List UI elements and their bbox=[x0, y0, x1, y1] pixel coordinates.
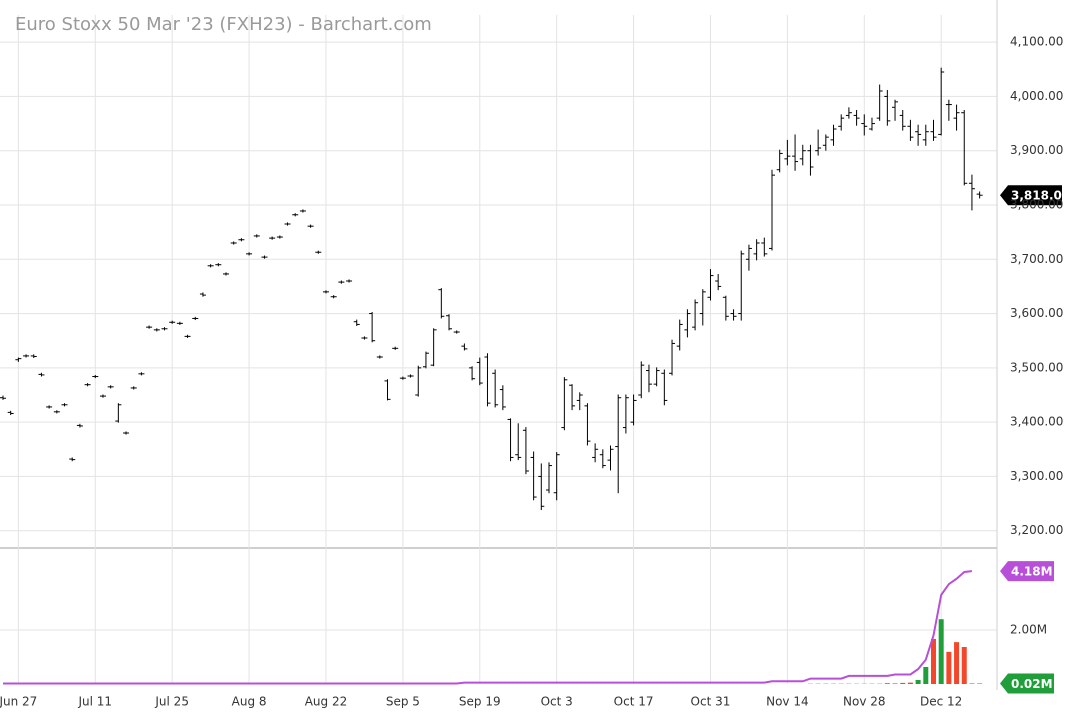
y-tick-label: 3,200.00 bbox=[1010, 523, 1063, 537]
volume-bar bbox=[900, 682, 906, 684]
x-tick-label: Jul 11 bbox=[77, 695, 112, 709]
x-tick-label: Sep 19 bbox=[459, 695, 501, 709]
x-tick-label: Jul 25 bbox=[154, 695, 189, 709]
y-tick-label: 3,600.00 bbox=[1010, 306, 1063, 320]
chart-title: Euro Stoxx 50 Mar '23 (FXH23) - Barchart… bbox=[15, 14, 432, 35]
volume-bar bbox=[892, 683, 898, 684]
x-tick-label: Jun 27 bbox=[0, 695, 37, 709]
x-tick-label: Nov 14 bbox=[766, 695, 809, 709]
tag-label: 3,818.00 bbox=[1011, 189, 1070, 203]
y-tick-label: 4,000.00 bbox=[1010, 89, 1063, 103]
tag-label: 0.02M bbox=[1011, 677, 1053, 691]
tag-shape bbox=[1000, 673, 1054, 694]
x-tick-label: Sep 5 bbox=[386, 695, 420, 709]
tag-label: 4.18M bbox=[1011, 565, 1053, 579]
y-tick-label: 2.00M bbox=[1010, 623, 1047, 637]
grid bbox=[0, 0, 998, 690]
x-tick-label: Aug 8 bbox=[232, 695, 267, 709]
y-tick-label: 3,300.00 bbox=[1010, 469, 1063, 483]
tag-shape bbox=[1000, 185, 1062, 206]
y-tick-label: 3,400.00 bbox=[1010, 415, 1063, 429]
volume-bar bbox=[969, 683, 975, 684]
y-tick-label: 3,500.00 bbox=[1010, 360, 1063, 374]
y-tick-label: 3,700.00 bbox=[1010, 252, 1063, 266]
volume-bar bbox=[954, 642, 960, 684]
last-value-tag: 4.18M bbox=[1000, 561, 1054, 582]
volume-bar bbox=[915, 679, 921, 684]
volume-bar bbox=[884, 683, 890, 684]
volume-bar bbox=[946, 651, 952, 684]
volume-bar bbox=[923, 666, 929, 684]
x-tick-label: Aug 22 bbox=[305, 695, 348, 709]
y-tick-label: 3,800.00 bbox=[1010, 198, 1063, 212]
volume-bar bbox=[907, 682, 913, 684]
tag-shape bbox=[1000, 561, 1054, 582]
x-tick-label: Oct 17 bbox=[614, 695, 654, 709]
x-tick-label: Oct 3 bbox=[541, 695, 573, 709]
volume-bar bbox=[977, 683, 983, 684]
volume-bar bbox=[930, 638, 936, 684]
x-tick-label: Oct 31 bbox=[691, 695, 731, 709]
x-tick-label: Nov 28 bbox=[843, 695, 886, 709]
volume-bar bbox=[961, 647, 967, 684]
last-value-tag: 0.02M bbox=[1000, 673, 1054, 694]
marks: 3,818.00 0.02M 4.18M bbox=[0, 67, 1070, 694]
volume-bar bbox=[938, 619, 944, 684]
open-interest-line bbox=[3, 570, 973, 685]
y-tick-label: 3,900.00 bbox=[1010, 143, 1063, 157]
y-tick-label: 4,100.00 bbox=[1010, 35, 1063, 49]
last-value-tag: 3,818.00 bbox=[1000, 185, 1070, 206]
x-tick-label: Dec 12 bbox=[920, 695, 962, 709]
